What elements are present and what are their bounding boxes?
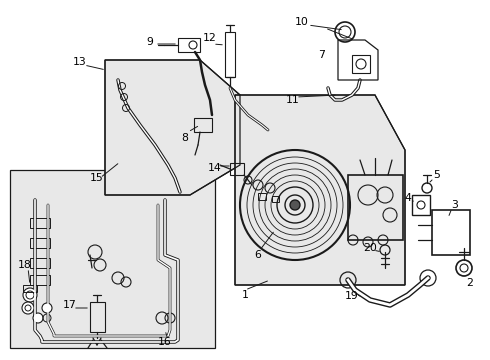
Polygon shape	[105, 60, 240, 195]
Text: 11: 11	[286, 95, 300, 105]
Text: 7: 7	[318, 50, 325, 60]
Bar	[225, 32, 235, 77]
Text: 16: 16	[158, 337, 172, 347]
Bar	[194, 118, 212, 132]
Text: 1: 1	[242, 290, 248, 300]
Text: 12: 12	[203, 33, 217, 43]
Bar	[30, 275, 50, 285]
Polygon shape	[235, 95, 405, 285]
Text: 15: 15	[90, 173, 104, 183]
Bar	[23, 285, 37, 292]
Text: 13: 13	[73, 57, 87, 67]
Bar	[230, 163, 244, 175]
Bar	[272, 196, 279, 202]
Bar	[412, 195, 430, 215]
Bar	[90, 302, 105, 332]
Circle shape	[22, 302, 34, 314]
Text: 4: 4	[405, 193, 412, 203]
Text: 19: 19	[345, 291, 359, 301]
Text: 2: 2	[466, 278, 473, 288]
Text: 3: 3	[452, 200, 459, 210]
Bar	[10, 170, 215, 348]
Circle shape	[33, 313, 43, 323]
Text: 5: 5	[434, 170, 441, 180]
Bar	[178, 38, 200, 52]
Text: 10: 10	[295, 17, 309, 27]
Text: 9: 9	[147, 37, 153, 47]
Bar	[30, 258, 50, 268]
Bar	[432, 210, 470, 255]
Text: 8: 8	[182, 133, 189, 143]
Bar	[352, 55, 370, 73]
Bar	[30, 238, 50, 248]
Bar	[258, 193, 266, 200]
Text: 20: 20	[363, 243, 377, 253]
Circle shape	[23, 288, 37, 302]
Text: 6: 6	[255, 250, 262, 260]
Bar	[30, 218, 50, 228]
Text: 14: 14	[208, 163, 222, 173]
Circle shape	[290, 200, 300, 210]
Circle shape	[42, 303, 52, 313]
Text: 17: 17	[63, 300, 77, 310]
Text: 18: 18	[18, 260, 32, 270]
Bar	[348, 175, 403, 240]
